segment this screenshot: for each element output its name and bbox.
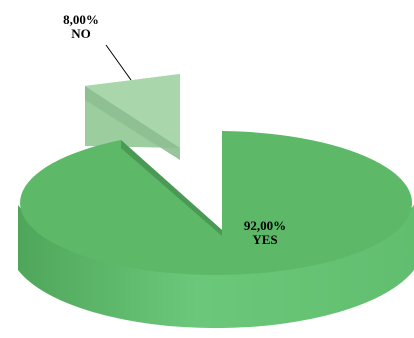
pie-slice-no (85, 74, 180, 160)
yes-percent-label: 92,00% (244, 218, 286, 233)
no-name-label: NO (71, 26, 91, 41)
pie-slice-no-face (85, 74, 180, 148)
pie-slice-yes (18, 131, 414, 329)
pie-slice-yes-cut-left (121, 140, 222, 236)
yes-name-label: YES (252, 232, 277, 247)
pie-slice-yes-top (20, 131, 413, 275)
no-leader-line (105, 44, 132, 81)
pie-slice-no-cut (85, 86, 180, 160)
no-percent-label: 8,00% (63, 12, 99, 27)
